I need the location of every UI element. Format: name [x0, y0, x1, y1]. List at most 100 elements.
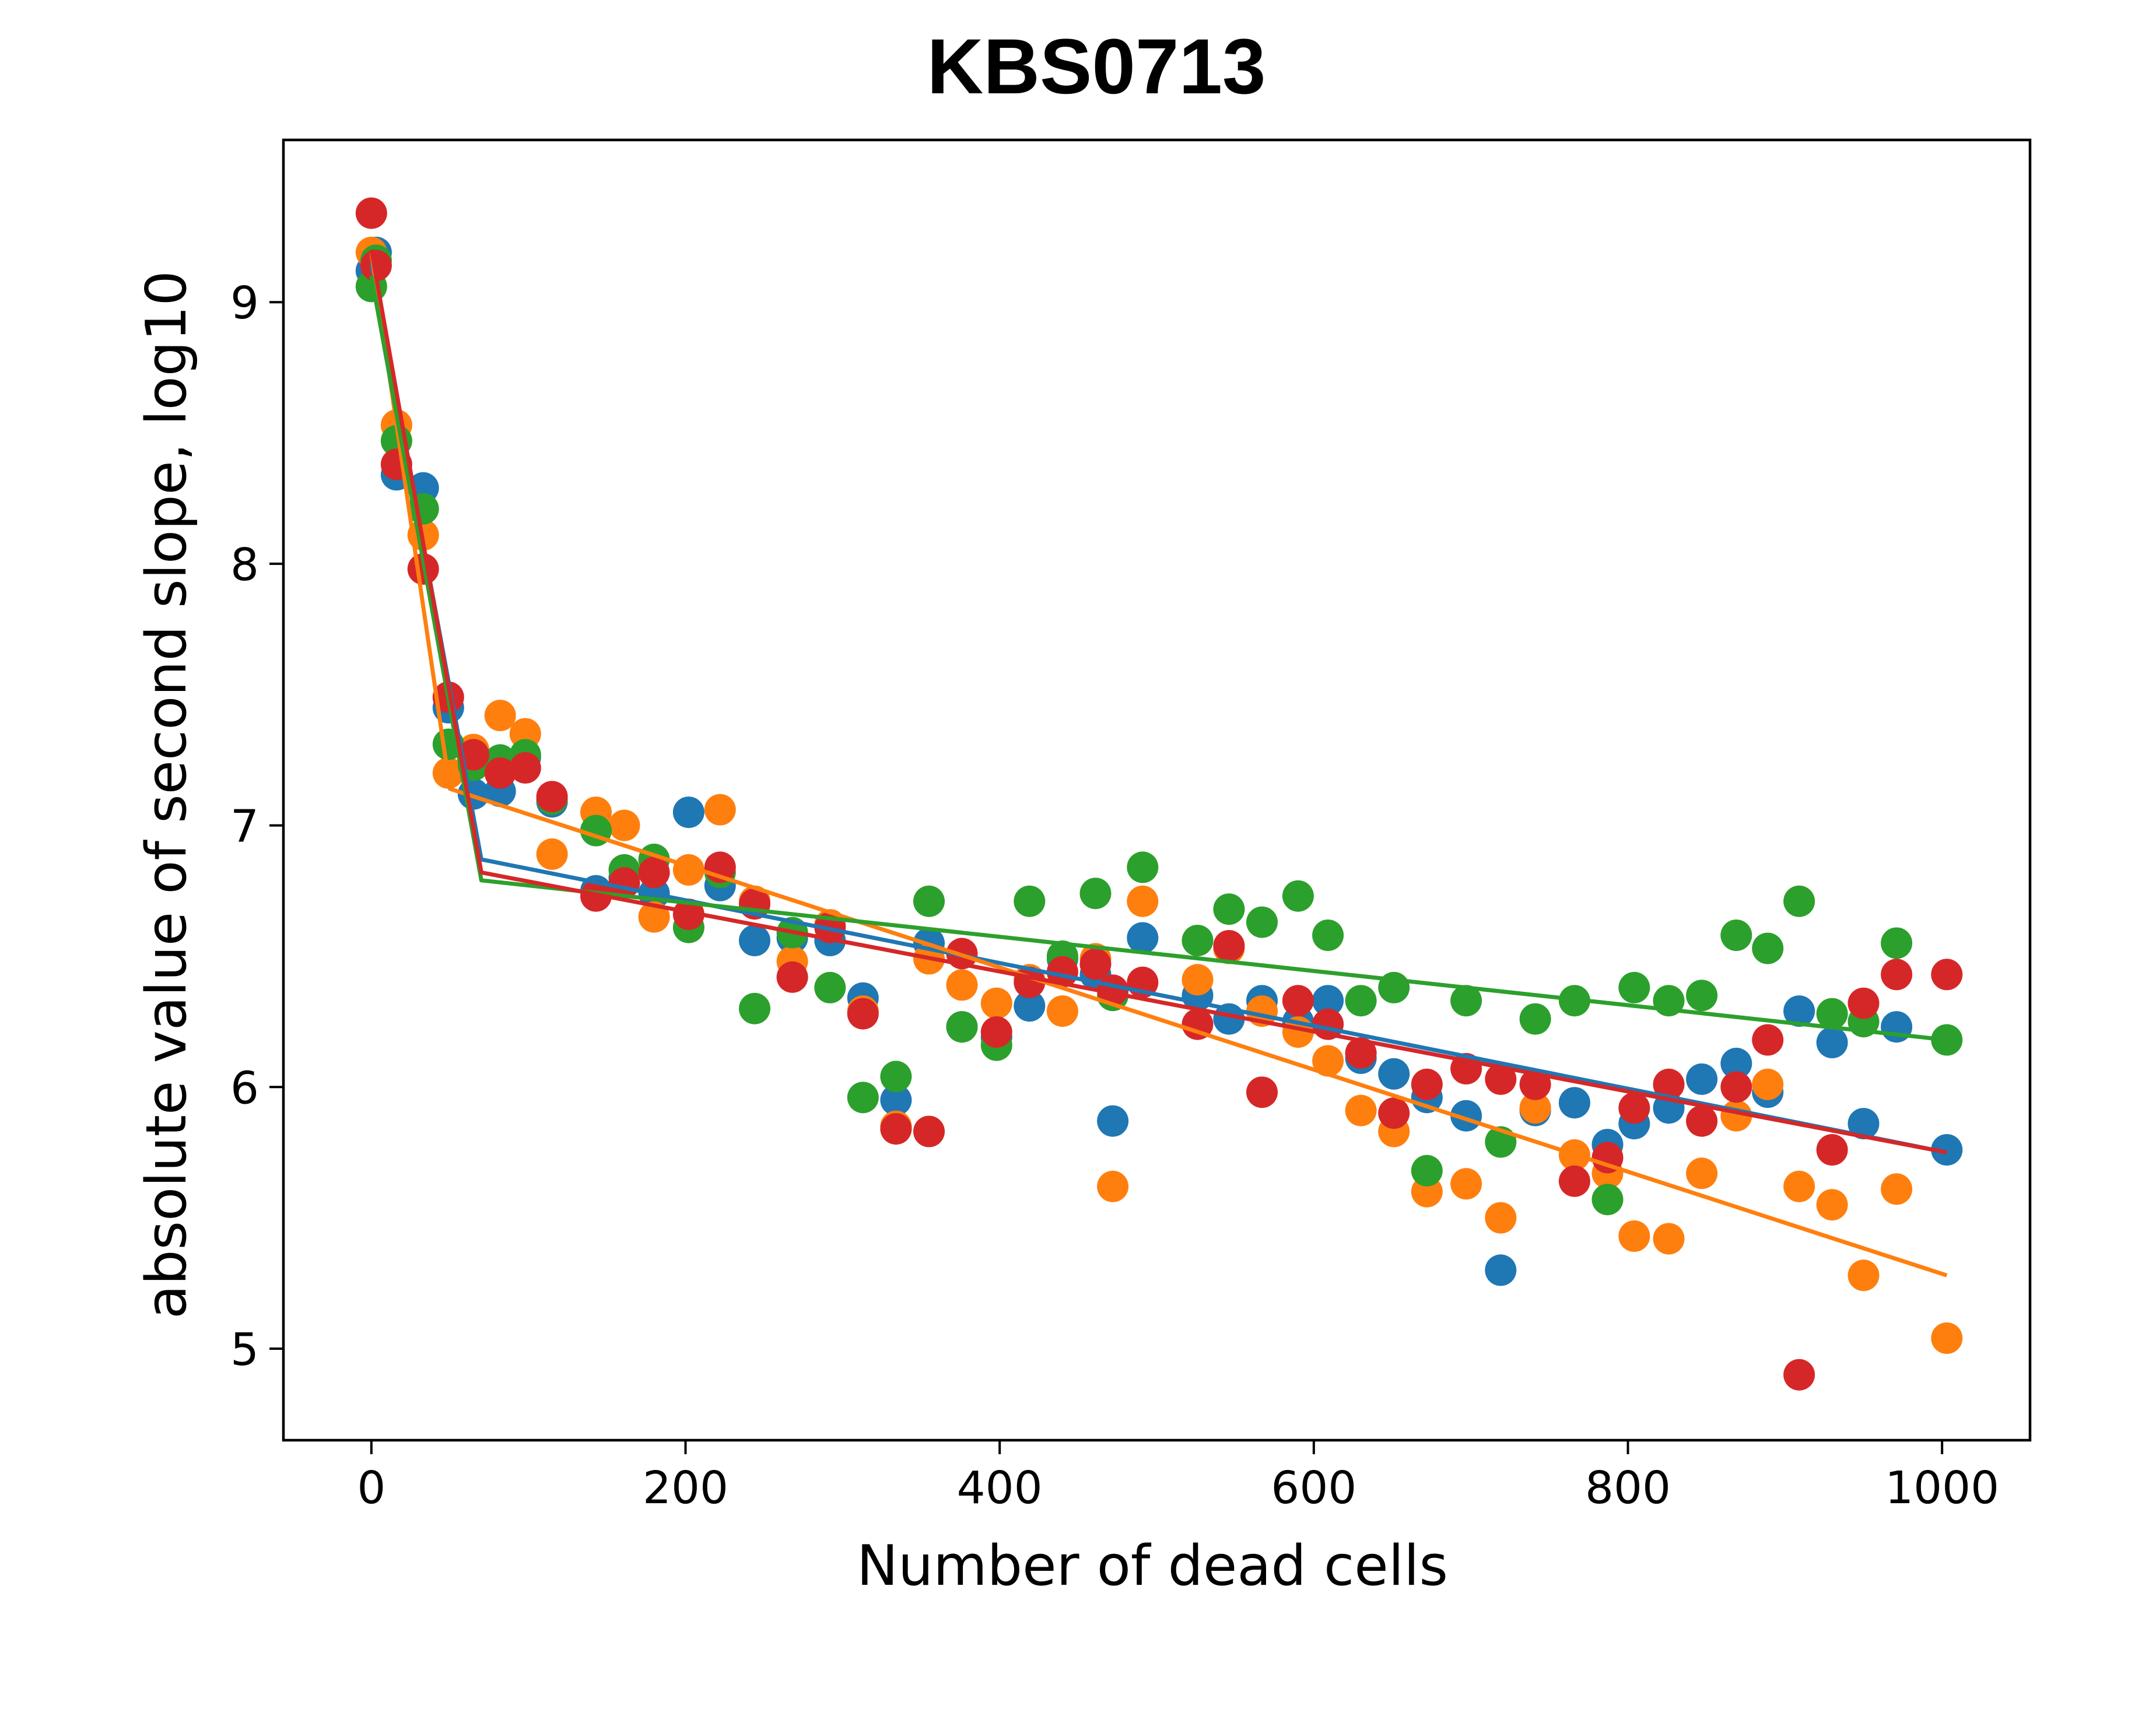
- data-point-s2-48: [1881, 1173, 1913, 1205]
- data-point-s3-35: [1411, 1154, 1443, 1187]
- y-tick-label-7: 7: [230, 801, 259, 853]
- data-point-s2-31: [1312, 1045, 1344, 1077]
- data-point-s4-13: [672, 899, 704, 931]
- data-point-s2-41: [1653, 1223, 1685, 1255]
- x-tick-label-400: 400: [957, 1462, 1043, 1514]
- fit-line-s4: [369, 249, 1947, 1154]
- data-point-s4-18: [847, 998, 879, 1030]
- data-point-s3-15: [739, 992, 770, 1024]
- data-point-s3-27: [1127, 851, 1159, 883]
- data-point-s4-34: [1378, 1097, 1410, 1129]
- data-point-s3-29: [1213, 893, 1245, 925]
- plot-area: 0 200 400 600 800 1000 5 6 7 8 9: [230, 138, 2032, 1514]
- data-point-s3-43: [1686, 980, 1718, 1012]
- data-point-s4-43: [1686, 1105, 1718, 1137]
- data-point-s2-36: [1485, 1202, 1517, 1234]
- data-point-s3-46: [1783, 885, 1815, 917]
- data-point-s2-44: [1752, 1068, 1784, 1100]
- data-point-s2-27: [1182, 964, 1214, 996]
- data-point-s4-45: [1752, 1024, 1784, 1056]
- data-point-s4-48: [1848, 987, 1880, 1019]
- y-tick-label-5: 5: [230, 1324, 259, 1376]
- data-point-s4-6: [457, 739, 489, 771]
- data-point-s4-46: [1783, 1359, 1815, 1391]
- data-point-s1-15: [739, 925, 770, 956]
- data-point-s4-9: [536, 781, 568, 813]
- data-point-s3-19: [880, 1061, 912, 1093]
- data-point-s4-31: [1282, 985, 1314, 1017]
- data-point-s2-26: [1127, 885, 1159, 917]
- data-point-s3-30: [1246, 906, 1278, 938]
- data-point-s2-20: [946, 969, 978, 1001]
- data-point-s3-33: [1345, 985, 1377, 1017]
- data-point-s3-18: [847, 1082, 879, 1114]
- y-tick-label-6: 6: [230, 1062, 259, 1114]
- data-point-s4-44: [1720, 1071, 1752, 1103]
- data-point-s2-6: [484, 700, 516, 732]
- data-point-s2-25: [1097, 1170, 1129, 1202]
- data-point-s2-35: [1450, 1168, 1482, 1200]
- data-point-s1-46: [1783, 995, 1815, 1027]
- data-point-s3-40: [1591, 1184, 1624, 1216]
- data-point-s2-37: [1519, 1092, 1551, 1124]
- x-axis-label: Number of dead cells: [857, 1534, 1448, 1598]
- data-point-s2-8: [536, 838, 568, 870]
- data-point-s4-41: [1618, 1092, 1650, 1124]
- data-point-s3-17: [814, 971, 846, 1003]
- data-point-s3-28: [1182, 925, 1214, 956]
- data-point-s1-49: [1881, 1011, 1913, 1043]
- data-point-s3-25: [1079, 878, 1112, 910]
- data-point-s2-40: [1618, 1220, 1650, 1252]
- chart-title: KBS0713: [927, 23, 1265, 110]
- data-point-s2-46: [1816, 1189, 1848, 1221]
- data-point-s3-47: [1816, 998, 1848, 1030]
- data-point-s1-47: [1816, 1027, 1848, 1058]
- data-point-s4-33: [1345, 1037, 1377, 1069]
- data-point-s1-23: [1014, 990, 1046, 1022]
- data-point-s1-44: [1720, 1047, 1752, 1079]
- data-point-s4-37: [1485, 1063, 1517, 1095]
- plot-frame: [282, 138, 2032, 1442]
- data-point-s4-20: [913, 1115, 945, 1148]
- data-point-s4-39: [1558, 1165, 1590, 1197]
- fit-line-s3: [369, 275, 1947, 1042]
- data-point-s4-8: [509, 752, 541, 784]
- data-point-s2-42: [1686, 1157, 1718, 1189]
- data-point-s3-44: [1720, 920, 1752, 951]
- data-point-s4-16: [776, 961, 808, 993]
- data-point-s1-43: [1686, 1063, 1718, 1095]
- data-point-s3-32: [1312, 920, 1344, 951]
- data-point-s3-36: [1450, 985, 1482, 1017]
- data-point-s4-28: [1182, 1008, 1214, 1040]
- data-point-s2-10: [608, 809, 640, 841]
- data-point-s2-23: [1046, 995, 1078, 1027]
- data-point-s2-47: [1848, 1259, 1880, 1292]
- y-tick-label-9: 9: [230, 278, 259, 329]
- data-point-s2-11: [638, 901, 670, 933]
- data-point-s1-19: [880, 1084, 912, 1116]
- y-tick-label-8: 8: [230, 539, 259, 591]
- data-point-s3-41: [1618, 971, 1650, 1003]
- data-point-s1-27: [1127, 922, 1159, 954]
- data-point-s1-34: [1378, 1058, 1410, 1090]
- data-point-s4-19: [880, 1113, 912, 1145]
- data-point-s1-48: [1848, 1108, 1880, 1140]
- x-tick-label-200: 200: [643, 1462, 728, 1514]
- data-point-s4-47: [1816, 1134, 1848, 1166]
- data-point-s4-35: [1411, 1068, 1443, 1100]
- data-point-s3-20: [913, 885, 945, 917]
- data-point-s3-49: [1881, 927, 1913, 959]
- x-tick-label-1000: 1000: [1885, 1462, 1999, 1514]
- data-point-s3-21: [946, 1011, 978, 1043]
- data-point-s4-1: [355, 197, 387, 229]
- data-point-s1-32: [1312, 985, 1344, 1017]
- data-point-s4-22: [980, 1016, 1012, 1048]
- data-point-s4-29: [1213, 930, 1245, 961]
- data-point-s1-13: [672, 796, 704, 829]
- data-point-s3-45: [1752, 932, 1784, 964]
- x-tick-label-0: 0: [357, 1462, 385, 1514]
- y-axis-label: absolute value of second slope, log10: [135, 271, 199, 1319]
